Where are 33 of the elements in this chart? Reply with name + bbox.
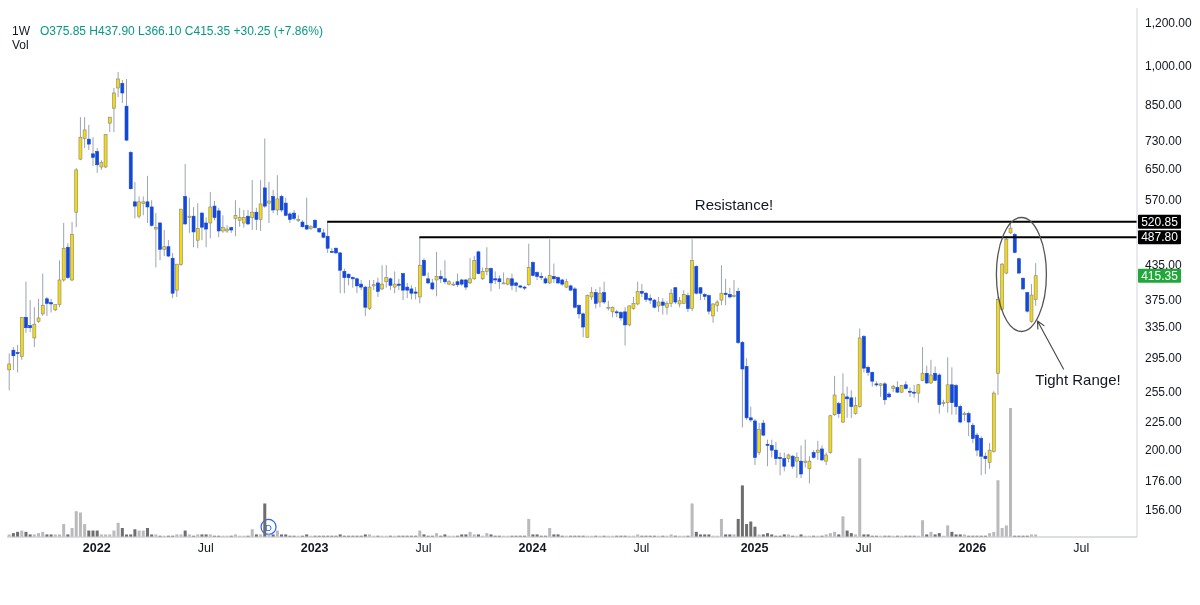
x-tick-label: Jul [855,540,872,555]
annotation: Resistance! [694,195,774,213]
data-label: 487.80 [1141,230,1179,245]
y-tick-label: 255.00 [1145,385,1183,400]
text: 415.35 [1141,268,1179,283]
x-tick-label: Jul [197,540,214,555]
x-tick-label: 2022 [82,540,111,555]
x-tick-label: 2025 [740,540,769,555]
x-tick-label: Jul [415,540,432,555]
y-tick-label: 850.00 [1145,98,1183,113]
y-tick-label: 730.00 [1145,134,1183,149]
y-tick-label: 1,200.00 [1145,15,1193,30]
chart-title: Vol [12,38,29,52]
x-tick-label: 2026 [958,540,987,555]
y-tick-label: 156.00 [1145,502,1183,517]
y-tick-label: 570.00 [1145,193,1183,208]
text: 1W [12,24,30,38]
x-tick-label: 2024 [518,540,547,555]
y-tick-label: 176.00 [1145,473,1183,488]
y-tick-label: 650.00 [1145,162,1183,177]
x-tick-label: Jul [1073,540,1090,555]
x-tick-label: 2023 [300,540,329,555]
y-tick-label: 225.00 [1145,415,1183,430]
y-tick-label: 335.00 [1145,320,1183,335]
annotation: Tight Range! [1035,370,1121,388]
y-tick-label: 200.00 [1145,443,1183,458]
y-tick-label: 1,000.00 [1145,59,1193,74]
y-tick-label: 375.00 [1145,293,1183,308]
y-tick-label: 295.00 [1145,350,1183,365]
annotation: D [265,521,273,533]
x-tick-label: Jul [633,540,650,555]
data-label: 520.85 [1141,214,1179,229]
text: O375.85 H437.90 L366.10 C415.35 +30.25 (+7.86%) [40,24,323,38]
